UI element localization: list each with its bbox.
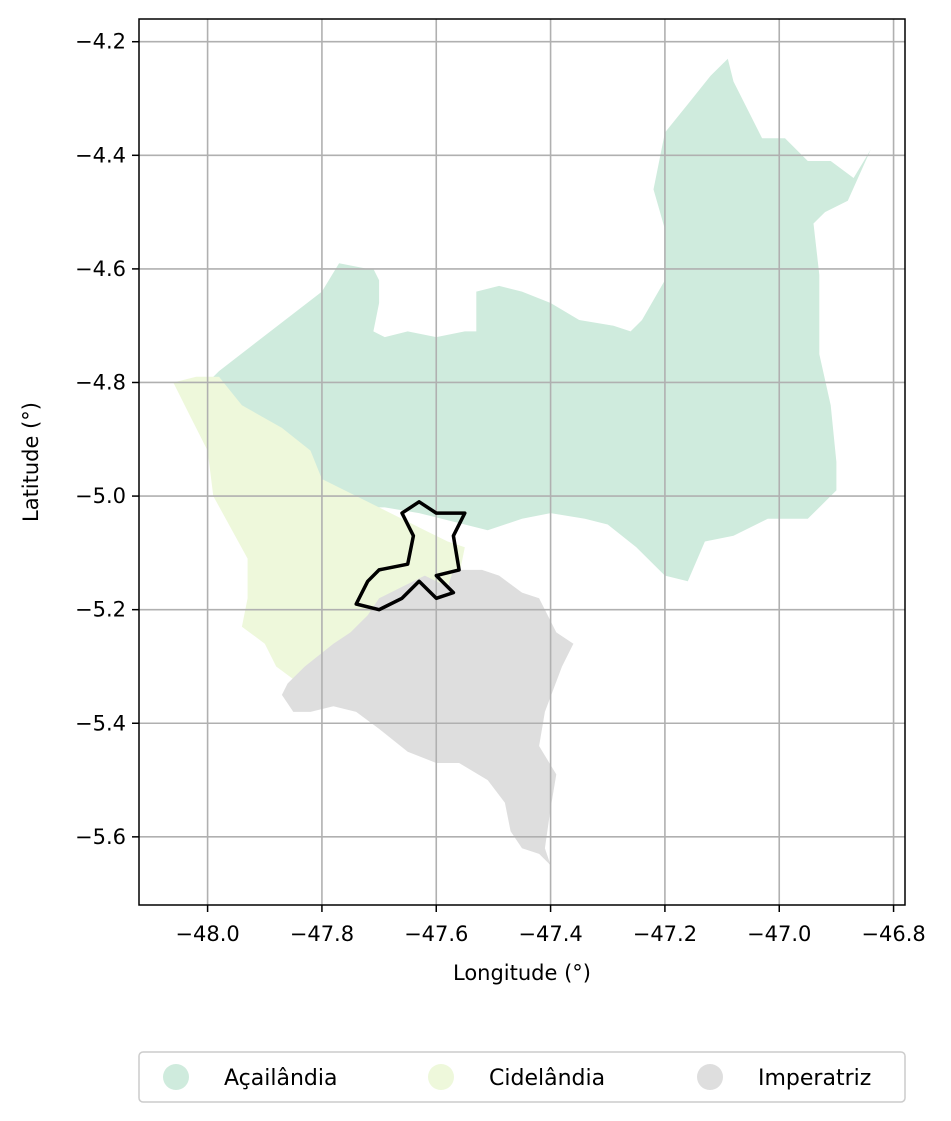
x-tick-label: −47.8	[290, 922, 354, 946]
regions-layer	[173, 58, 871, 866]
study-area-outline	[354, 500, 467, 612]
legend-item-acailandia: Açailândia	[163, 1064, 337, 1091]
plot-area	[138, 18, 906, 906]
legend-marker-cidelandia	[428, 1064, 454, 1090]
legend: Açailândia Cidelândia Imperatriz	[138, 1051, 906, 1103]
grid-layer	[139, 19, 905, 905]
x-tick-label: −47.4	[518, 922, 582, 946]
y-tick-label: −5.4	[75, 711, 126, 735]
legend-marker-imperatriz	[697, 1064, 723, 1090]
legend-label-imperatriz: Imperatriz	[758, 1066, 871, 1091]
region-cidelandia	[173, 376, 465, 684]
x-tick-label: −47.2	[633, 922, 697, 946]
x-tick-label: −48.0	[175, 922, 239, 946]
region-imperatriz	[281, 569, 574, 866]
axes-frame	[138, 18, 906, 906]
y-tick-label: −5.2	[75, 598, 126, 622]
legend-item-cidelandia: Cidelândia	[428, 1064, 605, 1091]
y-tick-label: −5.0	[75, 484, 126, 508]
x-tick-label: −46.8	[861, 922, 925, 946]
legend-marker-acailandia	[163, 1064, 189, 1090]
x-axis-ticks: −48.0 −47.8 −47.6 −47.4 −47.2 −47.0 −46.8	[175, 905, 926, 946]
study-area-outline-layer	[354, 500, 467, 612]
y-tick-label: −4.6	[75, 257, 126, 281]
y-tick-label: −4.4	[75, 143, 126, 167]
legend-label-acailandia: Açailândia	[224, 1066, 337, 1091]
y-tick-label: −4.8	[75, 370, 126, 394]
y-axis-label: Latitude (°)	[19, 402, 43, 522]
legend-item-imperatriz: Imperatriz	[697, 1064, 871, 1091]
region-acailandia	[207, 58, 871, 582]
y-tick-label: −4.2	[75, 30, 126, 54]
y-axis-ticks: −4.2 −4.4 −4.6 −4.8 −5.0 −5.2 −5.4 −5.6	[75, 30, 139, 849]
x-axis-label: Longitude (°)	[453, 961, 591, 985]
legend-label-cidelandia: Cidelândia	[489, 1066, 605, 1091]
x-tick-label: −47.6	[404, 922, 468, 946]
y-tick-label: −5.6	[75, 825, 126, 849]
x-tick-label: −47.0	[747, 922, 811, 946]
